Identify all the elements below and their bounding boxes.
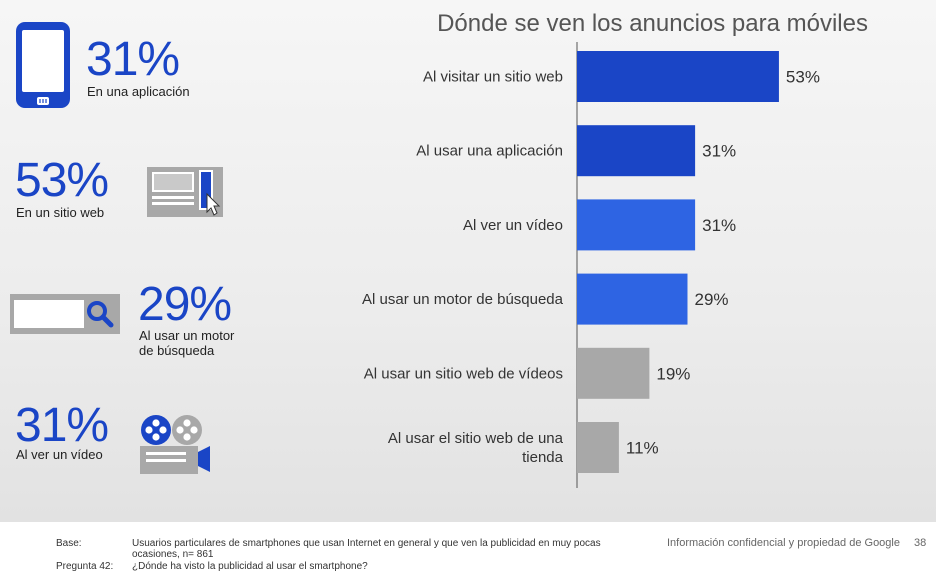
footer-question-text: ¿Dónde ha visto la publicidad al usar el…: [132, 561, 368, 572]
video-label: Al ver un vídeo: [16, 447, 103, 462]
bar-value-label-6: 11%: [626, 439, 659, 458]
bar-5: [577, 347, 650, 399]
search-percentage: 29%: [138, 278, 232, 331]
smartphone-icon: [16, 22, 70, 108]
app-percentage: 31%: [86, 33, 180, 86]
category-label-3: Al ver un vídeo: [463, 217, 563, 234]
category-label-2: Al usar una aplicación: [416, 143, 563, 160]
footer-question-key: Pregunta 42:: [56, 561, 114, 572]
app-label: En una aplicación: [87, 84, 190, 99]
footer-base-key: Base:: [56, 538, 82, 549]
web-page-icon: [147, 167, 223, 217]
film-projector-icon: [140, 415, 210, 474]
category-label-4: Al usar un motor de búsqueda: [362, 291, 564, 308]
category-label-5: Al usar un sitio web de vídeos: [364, 365, 563, 382]
bar-value-label-3: 31%: [702, 216, 736, 235]
bar-value-label-1: 53%: [786, 68, 820, 87]
search-label-line2: de búsqueda: [139, 343, 215, 358]
web-label: En un sitio web: [16, 205, 105, 220]
bar-2: [577, 125, 696, 177]
page-number: 38: [914, 537, 927, 549]
bar-3: [577, 199, 696, 251]
bar-1: [577, 51, 779, 102]
bar-value-label-5: 19%: [656, 364, 690, 383]
category-label-6: Al usar el sitio web de una tienda: [388, 430, 564, 466]
footer-base-text-line2: ocasiones, n= 861: [132, 549, 214, 560]
bar-value-label-4: 29%: [694, 290, 728, 309]
bar-4: [577, 273, 688, 325]
bar-chart: 53% Al visitar un sitio web 31% Al usar una…: [362, 42, 820, 488]
chart-title: Dónde se ven los anuncios para móviles: [437, 10, 868, 37]
search-bar-icon: [10, 294, 120, 334]
video-percentage: 31%: [15, 399, 109, 452]
confidential-notice: Información confidencial y propiedad de …: [667, 537, 900, 549]
bar-value-label-2: 31%: [702, 142, 736, 161]
search-label-line1: Al usar un motor: [139, 328, 235, 343]
bar-6: [577, 422, 619, 473]
web-percentage: 53%: [15, 154, 109, 207]
category-label-1: Al visitar un sitio web: [423, 69, 563, 86]
footer-base-text-line1: Usuarios particulares de smartphones que…: [132, 538, 601, 549]
